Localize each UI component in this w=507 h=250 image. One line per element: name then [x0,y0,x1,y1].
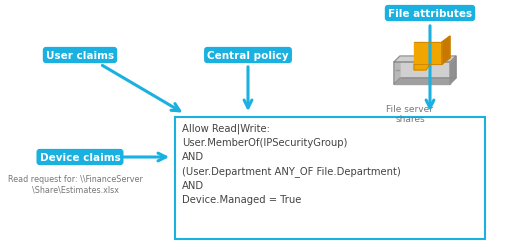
Text: Allow Read|Write:
User.MemberOf(IPSecurityGroup)
AND
(User.Department ANY_OF Fil: Allow Read|Write: User.MemberOf(IPSecuri… [182,124,401,204]
Text: Read request for: \\FinanceServer
\Share\Estimates.xlsx: Read request for: \\FinanceServer \Share… [8,174,142,194]
FancyBboxPatch shape [175,118,485,239]
Polygon shape [442,37,450,65]
Polygon shape [394,57,456,63]
Polygon shape [450,57,456,85]
Polygon shape [414,43,442,65]
Text: Central policy: Central policy [207,51,289,61]
Polygon shape [394,57,400,85]
Text: File server
shares: File server shares [386,104,433,124]
Polygon shape [414,65,430,71]
Text: User claims: User claims [46,51,114,61]
Polygon shape [394,77,450,85]
Polygon shape [394,63,450,77]
Text: Device claims: Device claims [40,152,120,162]
Text: File attributes: File attributes [388,9,472,19]
